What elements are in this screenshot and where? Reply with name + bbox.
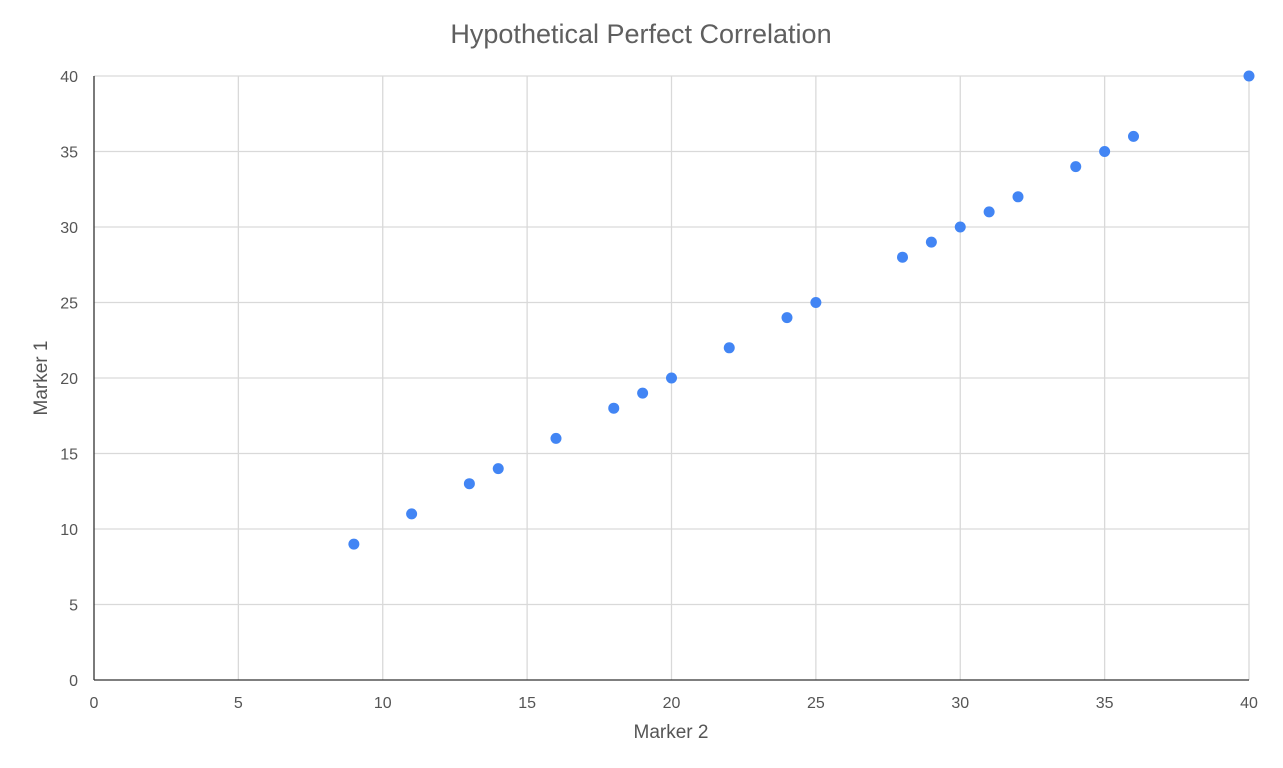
axes [93,76,1249,681]
x-tick-label: 35 [1096,695,1114,712]
y-tick-label: 30 [60,220,78,237]
scatter-point [1070,161,1082,173]
y-tick-label: 20 [60,371,78,388]
y-tick-label: 25 [60,296,78,313]
scatter-point [550,432,562,444]
scatter-point [1099,146,1111,157]
y-tick-label: 10 [60,522,78,539]
x-tick-label: 25 [807,695,825,712]
scatter-point [897,251,908,263]
scatter-point [954,221,966,233]
scatter-point [463,478,475,490]
x-tick-label: 10 [374,695,392,712]
scatter-point [723,342,735,354]
scatter-point [666,372,677,384]
y-tick-label: 40 [60,69,78,86]
y-tick-label: 35 [60,145,78,162]
scatter-point [492,463,504,475]
y-tick-labels: 0 5 10 15 20 25 30 35 40 [60,69,78,690]
scatter-point [406,508,418,520]
y-tick-label: 0 [69,673,78,690]
x-tick-label: 40 [1240,695,1258,712]
y-axis-label: Marker 1 [31,341,52,416]
x-tick-label: 30 [951,695,969,712]
data-points [348,70,1255,550]
scatter-point [781,312,793,324]
x-tick-label: 0 [90,695,99,712]
x-tick-label: 15 [518,695,536,712]
scatter-point [637,387,649,399]
grid-lines [94,75,1250,680]
y-tick-label: 15 [60,447,78,464]
scatter-point [608,402,620,414]
x-tick-labels: 0 5 10 15 20 25 30 35 40 [90,695,1258,712]
scatter-point [1012,191,1024,203]
chart-title: Hypothetical Perfect Correlation [450,19,831,49]
scatter-point [348,538,360,550]
x-axis-label: Marker 2 [634,722,709,743]
y-tick-label: 5 [69,598,78,615]
scatter-point [925,236,937,248]
x-tick-label: 5 [234,695,243,712]
scatter-point [1128,130,1139,142]
x-tick-label: 20 [663,695,681,712]
scatter-point [810,297,822,308]
scatter-point [1243,70,1255,82]
scatter-point [983,206,995,218]
